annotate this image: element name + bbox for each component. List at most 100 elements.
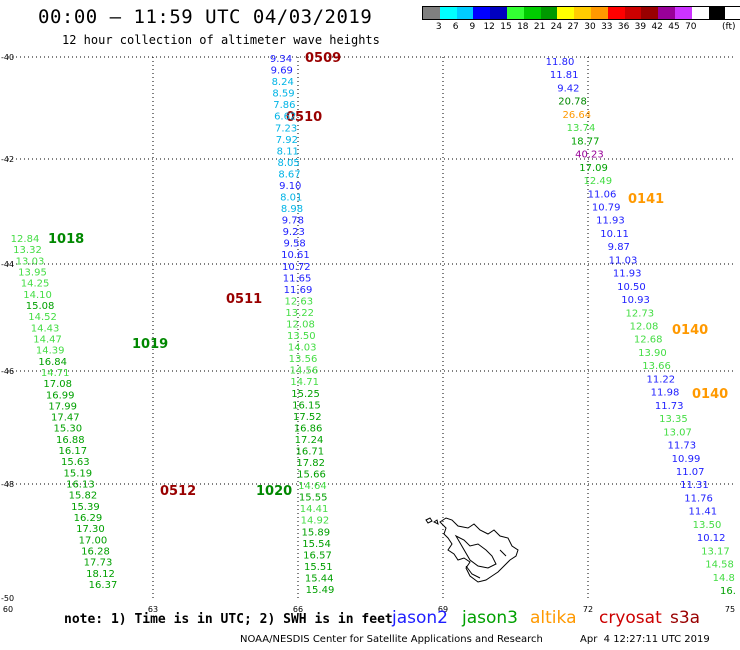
swh-label-0509: 10.72	[282, 262, 311, 273]
legend-tick: 6	[452, 22, 459, 32]
swh-label-0509: 11.69	[284, 285, 313, 296]
swh-label-0509: 14.41	[300, 504, 329, 515]
legend-swatch	[641, 7, 659, 19]
swh-label-0509: 15.51	[304, 562, 333, 573]
swh-label-0509: 14.03	[288, 343, 317, 354]
pass-label-0141: 0141	[628, 192, 664, 207]
swh-label-0509: 14.56	[290, 366, 319, 377]
swh-label-0509: 9.78	[282, 216, 304, 227]
small-islet	[425, 517, 439, 525]
legend-swatch	[540, 7, 558, 19]
pass-label-0510: 0510	[286, 110, 322, 125]
swh-label-1018: 16.29	[74, 513, 103, 524]
swh-label-0141: 11.93	[596, 216, 625, 227]
swh-label-1018: 17.08	[43, 379, 72, 390]
legend-swatch	[590, 7, 608, 19]
lon-label: 69	[438, 605, 448, 614]
swh-label-0141: 11.07	[676, 467, 705, 478]
swh-label-0509: 16.57	[303, 550, 332, 561]
swh-label-1018: 15.30	[53, 424, 82, 435]
sat-cryosat: cryosat	[599, 608, 662, 628]
swh-label-1018: 12.84	[11, 234, 40, 245]
swh-label-0509: 14.64	[298, 481, 327, 492]
swh-label-0509: 15.89	[301, 527, 330, 538]
swh-label-0141: 26.64	[562, 110, 591, 121]
map-title: 00:00 — 11:59 UTC 04/03/2019	[38, 6, 373, 28]
swh-label-0509: 8.67	[278, 169, 300, 180]
swh-label-0509: 8.24	[272, 77, 294, 88]
legend-swatches	[422, 6, 740, 20]
swh-label-0509: 17.52	[293, 412, 322, 423]
legend-unit: (ft)	[722, 22, 736, 32]
pass-labels: 1018 1019 1020 0509 0510 0511 0512 0141 0140 0140	[48, 51, 728, 499]
swh-label-0141: 18.77	[571, 136, 600, 147]
sat-jason2: jason2	[392, 608, 448, 628]
swh-label-1018: 15.82	[69, 491, 98, 502]
swh-label-0141: 14.8	[713, 573, 735, 584]
swh-label-0141: 13.07	[663, 427, 692, 438]
swh-label-0141: 11.81	[550, 70, 579, 81]
lat-label: -50	[1, 594, 14, 603]
swh-label-0141: 14.58	[705, 560, 734, 571]
swh-label-0141: 9.87	[608, 242, 630, 253]
legend-swatch	[574, 7, 591, 19]
pass-label-1019: 1019	[132, 337, 168, 352]
pass-label-0511: 0511	[226, 292, 262, 307]
lon-label: 75	[725, 605, 735, 614]
lat-label: -42	[1, 155, 14, 164]
pass-label-0140: 0140	[672, 323, 708, 338]
swh-label-1018: 14.39	[36, 346, 65, 357]
swh-label-1018: 17.73	[84, 558, 113, 569]
legend-swatch	[658, 7, 675, 19]
swh-label-1018: 13.95	[18, 268, 47, 279]
swh-label-1018: 17.99	[48, 401, 77, 412]
lon-label: 72	[583, 605, 593, 614]
swh-label-0141: 11.03	[609, 255, 638, 266]
footer-note: note: 1) Time is in UTC; 2) SWH is in fe…	[64, 612, 393, 627]
swh-label-1018: 16.88	[56, 435, 85, 446]
pass-label-1020: 1020	[256, 484, 292, 499]
legend-tick: 33	[601, 22, 613, 32]
swh-label-0141: 12.49	[583, 176, 612, 187]
swh-label-1018: 15.39	[71, 502, 100, 513]
swh-label-0141: 11.41	[688, 507, 717, 518]
swh-label-1018: 18.12	[86, 569, 115, 580]
swh-label-0509: 15.55	[299, 493, 328, 504]
swh-label-0141: 11.73	[667, 441, 696, 452]
swh-label-0509: 9.58	[283, 239, 305, 250]
swh-label-1018: 15.63	[61, 457, 90, 468]
swh-label-0509: 13.22	[285, 308, 314, 319]
swh-label-0509: 11.65	[283, 273, 312, 284]
swh-label-0141: 13.66	[642, 361, 671, 372]
lat-lon-grid	[8, 56, 735, 598]
swh-label-1018: 15.08	[26, 301, 55, 312]
swh-label-0509: 9.34	[270, 54, 292, 65]
sat-altika: altika	[530, 608, 577, 628]
swh-label-1018: 14.10	[23, 290, 52, 301]
legend-swatch	[423, 7, 440, 19]
swh-label-0509: 8.05	[277, 158, 299, 169]
pass-label-0509: 0509	[305, 51, 341, 66]
swh-label-0141: 10.93	[621, 295, 650, 306]
swh-label-0141: 11.98	[651, 388, 680, 399]
legend-tick: 70	[685, 22, 697, 32]
swh-label-1018: 16.99	[46, 390, 75, 401]
swh-label-0509: 8.98	[281, 204, 303, 215]
lat-label: -48	[1, 480, 14, 489]
swh-label-0141: 11.73	[655, 401, 684, 412]
swh-label-0141: 12.08	[630, 322, 659, 333]
legend-swatch	[523, 7, 541, 19]
swh-label-0141: 13.90	[638, 348, 667, 359]
swh-label-1018: 14.52	[28, 312, 57, 323]
legend-tick: 42	[651, 22, 663, 32]
legend-swatch	[557, 7, 575, 19]
legend-tick: 15	[500, 22, 512, 32]
swh-label-0509: 13.50	[287, 331, 316, 342]
pass-label-0140: 0140	[692, 387, 728, 402]
swh-label-0141: 11.93	[613, 269, 642, 280]
swh-label-0509: 10.61	[281, 250, 310, 261]
swh-label-1018: 16.28	[81, 547, 110, 558]
legend-tick: 30	[584, 22, 596, 32]
credit-line: NOAA/NESDIS Center for Satellite Applica…	[240, 634, 543, 645]
legend-tick: 27	[567, 22, 579, 32]
